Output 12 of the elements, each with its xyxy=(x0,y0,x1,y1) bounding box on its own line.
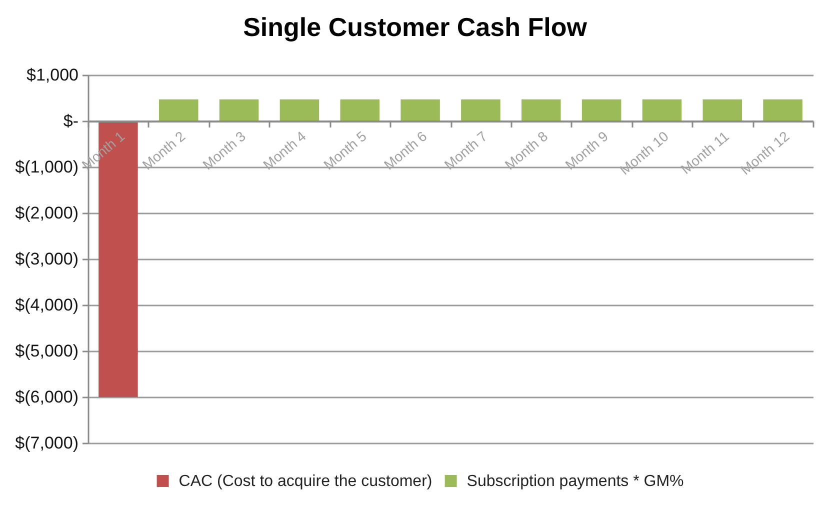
y-tick-label: $(4,000) xyxy=(15,296,78,314)
y-tick-label: $(5,000) xyxy=(15,342,78,360)
chart-title: Single Customer Cash Flow xyxy=(243,12,588,42)
y-tick-label: $(6,000) xyxy=(15,388,78,406)
y-tick-label: $(2,000) xyxy=(15,204,78,222)
y-tick-label: $- xyxy=(63,112,78,130)
y-tick-label: $(1,000) xyxy=(15,158,78,176)
legend-label: Subscription payments * GM% xyxy=(466,473,684,490)
y-tick-label: $1,000 xyxy=(26,66,78,84)
y-tick-label: $(3,000) xyxy=(15,250,78,268)
y-tick-label: $(7,000) xyxy=(15,434,78,452)
legend-label: CAC (Cost to acquire the customer) xyxy=(178,473,432,490)
